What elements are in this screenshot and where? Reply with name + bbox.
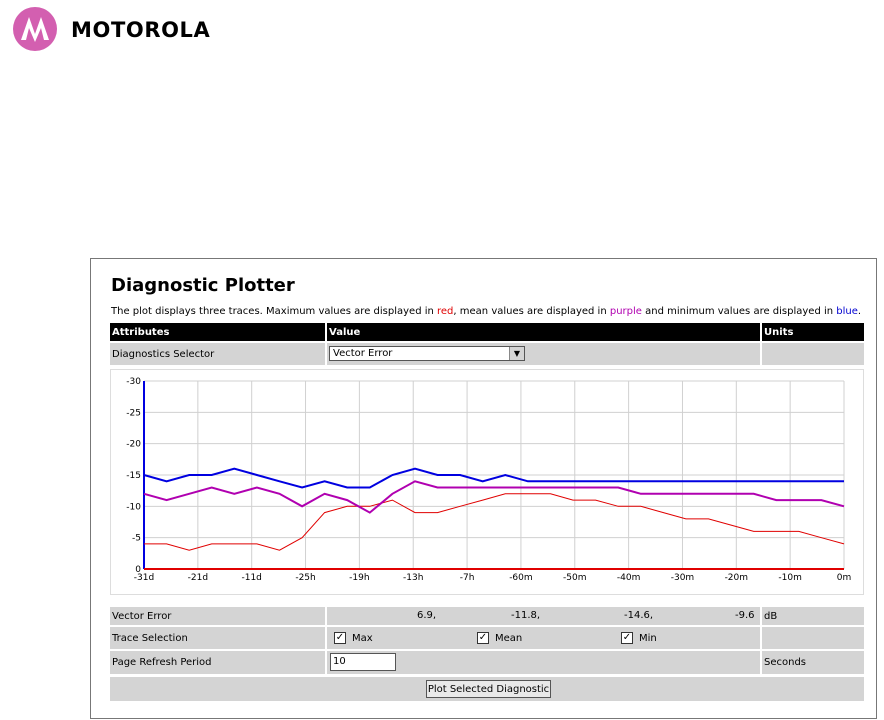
plot-svg: -30 -25 -20 -15 -10 -5 0-31d -21d -11d -25h -19h -1… [126,377,852,583]
desc-text: , mean values are displayed in [453,306,610,317]
x-tick-label: -11d [241,573,261,583]
x-tick-label: -13h [403,573,423,583]
vector-error-value: -14.6, [624,610,654,621]
mean-checkbox[interactable]: ✓ [477,632,489,644]
y-tick-label: 0 [135,565,141,575]
diagnostics-select[interactable]: Vector Error ▼ [329,346,525,361]
series-line [144,493,845,551]
refresh-cell: 10 [327,651,760,674]
diagnostic-plot: -30 -25 -20 -15 -10 -5 0 -31d -21d -11d -25h -19h -1… [110,369,864,595]
refresh-row: Page Refresh Period 10 Seconds [110,651,864,674]
y-tick-label: -20 [126,440,141,450]
x-tick-label: -19h [349,573,369,583]
motorola-logo: MOTOROLA [13,7,210,51]
button-row: Plot Selected Diagnostic [110,677,864,701]
vector-error-value: -9.6 [735,610,755,621]
desc-text: . [857,306,862,317]
x-tick-label: -60m [509,573,532,583]
selector-units [762,343,864,365]
header-attributes: Attributes [110,323,325,341]
max-checkbox-group[interactable]: ✓ Max [334,632,373,644]
series-line [143,467,844,489]
plot-selected-diagnostic-button[interactable]: Plot Selected Diagnostic [426,680,551,698]
x-tick-label: -25h [295,573,315,583]
refresh-unit: Seconds [762,651,864,674]
refresh-label: Page Refresh Period [110,651,325,674]
header-value: Value [327,323,760,341]
brand-name: MOTOROLA [71,17,211,42]
y-tick-label: -30 [126,377,141,387]
vector-error-value: 6.9, [417,610,437,621]
desc-blue: blue [836,306,858,317]
desc-text: The plot displays three traces. Maximum … [111,306,438,317]
vector-error-values: 6.9, -11.8, -14.6, -9.6 [327,607,760,625]
trace-units [762,627,864,649]
desc-purple: purple [609,306,642,317]
trace-selection-cell: ✓ Max ✓ Mean ✓ Min [327,627,760,649]
chevron-down-icon[interactable]: ▼ [509,347,524,360]
trace-selection-label: Trace Selection [110,627,325,649]
selector-label: Diagnostics Selector [110,343,325,365]
x-tick-label: -10m [778,573,801,583]
desc-text: and minimum values are displayed in [641,306,837,317]
logo-circle [13,7,57,51]
motorola-batwing-icon [13,7,57,51]
desc-red: red [437,306,454,317]
selector-row: Diagnostics Selector Vector Error ▼ [110,343,864,365]
min-checkbox[interactable]: ✓ [621,632,633,644]
vector-error-value: -11.8, [511,610,541,621]
x-tick-label: -40m [617,573,640,583]
x-tick-label: -20m [725,573,748,583]
x-tick-label: -50m [563,573,586,583]
max-checkbox[interactable]: ✓ [334,632,346,644]
x-tick-label: -21d [188,573,208,583]
min-label: Min [639,632,657,644]
diagnostic-plotter-panel: Diagnostic Plotter The plot displays thr… [90,258,877,719]
vector-error-unit: dB [762,607,864,625]
trace-selection-row: Trace Selection ✓ Max ✓ Mean ✓ Min [110,627,864,649]
selector-cell: Vector Error ▼ [327,343,760,365]
mean-label: Mean [495,632,523,644]
plot-description: The plot displays three traces. Maximum … [111,306,861,317]
x-tick-label: -31d [134,573,154,583]
y-tick-label: -25 [126,408,141,418]
x-tick-label: -30m [671,573,694,583]
button-cell: Plot Selected Diagnostic [110,677,864,701]
diagnostics-select-value: Vector Error [333,348,393,359]
vector-error-row: Vector Error 6.9, -11.8, -14.6, -9.6 dB [110,607,864,625]
series-line [143,480,845,514]
mean-checkbox-group[interactable]: ✓ Mean [477,632,522,644]
x-tick-label: 0m [837,573,852,583]
table-header: Attributes Value Units [110,323,864,341]
page-title: Diagnostic Plotter [111,275,295,296]
refresh-period-input[interactable]: 10 [330,653,396,671]
y-tick-label: -10 [126,502,141,512]
vector-error-label: Vector Error [110,607,325,625]
max-label: Max [352,632,373,644]
x-tick-label: -7h [460,573,475,583]
header-units: Units [762,323,864,341]
y-tick-label: -5 [132,534,141,544]
min-checkbox-group[interactable]: ✓ Min [621,632,657,644]
y-tick-label: -15 [126,471,141,481]
